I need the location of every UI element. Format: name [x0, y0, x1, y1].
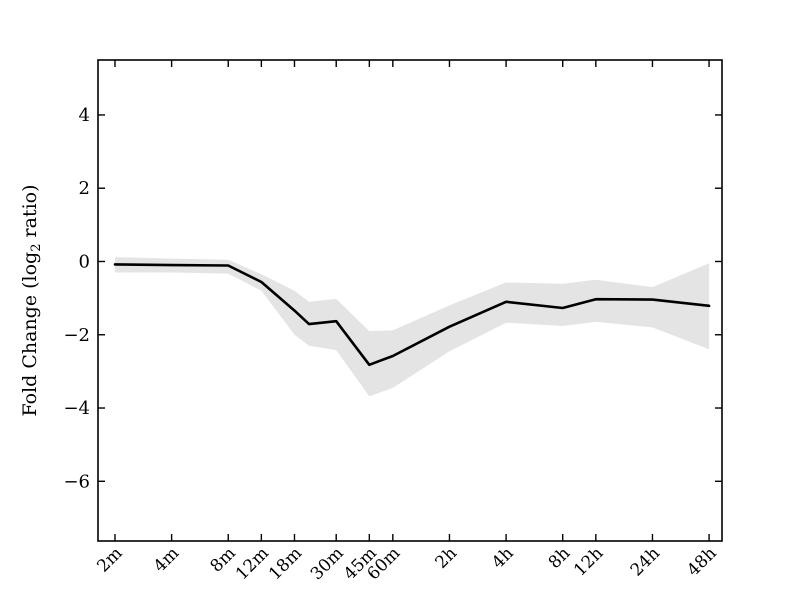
- x-tick-label: 2h: [431, 543, 461, 573]
- x-tick-label: 30m: [307, 543, 348, 584]
- x-tick-label: 2m: [93, 543, 126, 576]
- x-tick-label: 18m: [265, 543, 306, 584]
- x-tick-label: 8h: [545, 543, 575, 573]
- y-tick-label: −4: [63, 398, 90, 419]
- y-tick-label: −6: [63, 471, 90, 492]
- x-tick-label: 48h: [683, 543, 720, 580]
- y-tick-label: 2: [79, 178, 90, 199]
- confidence-band: [115, 257, 710, 397]
- fold-change-line: [113, 263, 711, 367]
- y-tick-label: 4: [79, 105, 90, 126]
- y-axis-label: Fold Change (log2 ratio): [19, 184, 44, 416]
- axes-frame: [97, 59, 723, 542]
- x-tick-label: 4m: [150, 543, 183, 576]
- x-tick-label: 12m: [232, 543, 273, 584]
- y-tick-label: 0: [79, 251, 90, 272]
- x-tick-label: 12h: [570, 543, 607, 580]
- y-tick-label: −2: [63, 325, 90, 346]
- x-tick-label: 4h: [488, 543, 518, 573]
- x-tick-label: 24h: [627, 543, 664, 580]
